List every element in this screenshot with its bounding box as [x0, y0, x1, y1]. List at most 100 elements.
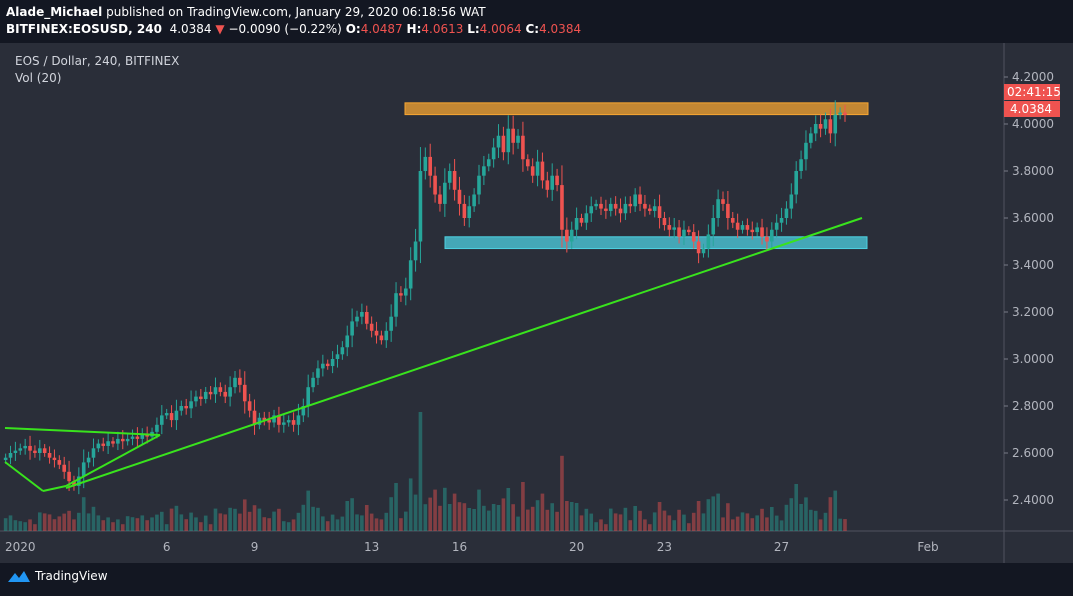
tradingview-logo[interactable]: TradingView [8, 569, 108, 583]
volume-bar [252, 505, 257, 531]
volume-bar [428, 497, 432, 531]
volume-bar [447, 504, 452, 531]
candle-body [355, 316, 359, 322]
volume-bar [404, 511, 408, 531]
candle-body [477, 175, 481, 195]
candle-body [667, 225, 672, 230]
candle-body [223, 391, 228, 397]
candles [3, 100, 847, 495]
candle-body [374, 330, 379, 336]
countdown-text: 02:41:15 [1007, 85, 1061, 99]
candle-body [584, 213, 589, 223]
candle-body [447, 171, 452, 183]
candle-body [721, 199, 725, 204]
volume-bar [296, 512, 301, 531]
y-tick-label: 3.8000 [1012, 164, 1054, 178]
volume-bar [633, 506, 637, 531]
countdown-tag [1004, 84, 1060, 100]
candle-body [706, 234, 711, 249]
candle-body [491, 147, 496, 160]
volume-bar [413, 494, 418, 531]
volume-bar [550, 503, 554, 531]
time-axis[interactable]: 2020 6 9 13 16 20 23 27 Feb [5, 540, 939, 554]
candle-body [18, 448, 23, 451]
y-tick-label: 2.6000 [1012, 446, 1054, 460]
volume-bar [77, 512, 81, 531]
candle-body [750, 229, 755, 233]
candle-body [545, 180, 550, 190]
x-tick-label: 13 [364, 540, 379, 554]
candle-body [325, 363, 330, 367]
volume-bar [189, 512, 193, 531]
volume-bar [62, 513, 66, 531]
candle-body [550, 175, 554, 190]
volume-bar [13, 520, 18, 531]
candle-body [286, 420, 291, 423]
volume-bar [164, 524, 169, 531]
volume-bar [623, 507, 628, 531]
volume-bars [3, 412, 847, 531]
volume-bar [716, 493, 720, 531]
candle-body [125, 438, 130, 442]
volume-bar [511, 504, 515, 531]
volume-bar [242, 499, 247, 531]
volume-bar [652, 512, 657, 531]
candle-body [404, 288, 408, 296]
last-price: 4.0384 [169, 22, 212, 36]
candle-body [482, 166, 486, 176]
volume-bar [86, 513, 91, 531]
candle-body [521, 135, 525, 160]
volume-bar [213, 508, 218, 531]
volume-bar [389, 497, 393, 531]
candle-body [47, 453, 52, 458]
y-tick-label: 2.4000 [1012, 493, 1054, 507]
candle-body [364, 312, 369, 324]
volume-bar [501, 498, 506, 531]
price-axis[interactable]: 4.2000 4.0000 3.8000 3.6000 3.4000 3.2000 3.00… [1004, 70, 1054, 507]
volume-bar [730, 519, 735, 531]
volume-bar [218, 513, 223, 531]
volume-bar [818, 519, 823, 531]
volume-bar [760, 508, 764, 531]
volume-bar [57, 516, 62, 531]
candle-body [594, 203, 598, 207]
volume-bar [179, 514, 184, 531]
volume-bar [208, 524, 213, 531]
volume-bar [755, 515, 759, 531]
candle-body [516, 135, 520, 143]
candle-body [233, 377, 237, 388]
candle-body [652, 206, 657, 211]
candle-body [745, 225, 750, 230]
x-tick-label: 20 [569, 540, 584, 554]
candle-body [813, 124, 818, 134]
candle-body [506, 128, 511, 153]
volume-bar [306, 490, 310, 531]
volume-bar [721, 517, 725, 531]
volume-bar [584, 508, 589, 531]
volume-bar [267, 518, 271, 531]
candle-body [282, 422, 286, 425]
volume-bar [594, 522, 598, 531]
volume-bar [618, 514, 623, 531]
volume-bar [38, 512, 42, 531]
candle-body [467, 206, 472, 218]
volume-bar [28, 519, 32, 531]
volume-bar [657, 502, 662, 531]
volume-bar [701, 513, 706, 531]
candle-body [511, 128, 515, 143]
candle-body [164, 413, 169, 416]
candle-body [130, 436, 135, 439]
volume-bar [23, 522, 27, 531]
volume-bar [521, 482, 525, 531]
published-text: published on TradingView.com, January 29… [106, 5, 486, 19]
volume-bar [120, 524, 125, 531]
price-chart[interactable]: 4.2000 4.0000 3.8000 3.6000 3.4000 3.2000 3.00… [0, 43, 1073, 563]
candle-body [311, 377, 315, 388]
volume-bar [472, 509, 476, 531]
volume-bar [286, 522, 291, 531]
volume-bar [316, 507, 320, 531]
candle-body [179, 406, 184, 411]
volume-bar [457, 502, 462, 531]
candle-body [691, 232, 696, 242]
candle-body [42, 448, 47, 453]
